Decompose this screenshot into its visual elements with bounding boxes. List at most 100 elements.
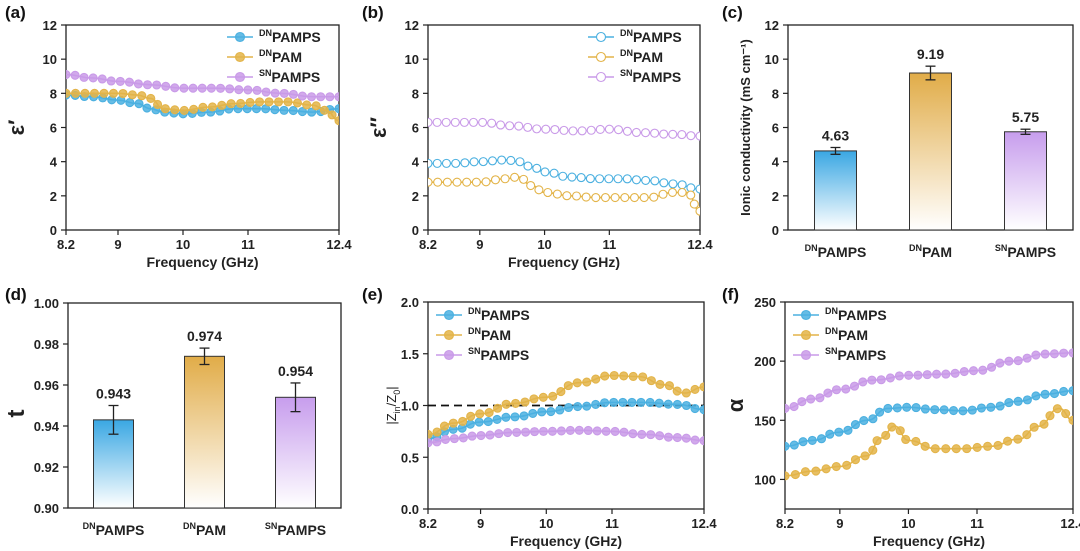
x-axis-label: Frequency (GHz) xyxy=(508,254,620,270)
series-marker xyxy=(532,163,542,173)
legend-label: DNPAM xyxy=(259,48,302,65)
x-tick-label: 11 xyxy=(241,237,255,252)
series-marker xyxy=(604,174,614,184)
series-marker xyxy=(619,371,629,381)
series-marker xyxy=(995,401,1005,411)
series-marker xyxy=(655,379,665,389)
series-marker xyxy=(245,97,255,108)
series-marker xyxy=(668,179,678,189)
series-marker xyxy=(650,128,660,138)
series-marker xyxy=(811,466,821,476)
series-marker xyxy=(534,185,544,195)
y-tick-label: 1.5 xyxy=(401,347,419,362)
series-marker xyxy=(892,403,902,413)
series-marker xyxy=(610,192,620,203)
y-axis-label: ε″ xyxy=(366,117,391,138)
series-marker xyxy=(189,104,199,114)
series-marker xyxy=(442,177,452,187)
x-tick-label: 10 xyxy=(539,516,553,531)
series-marker xyxy=(699,382,704,392)
series-marker xyxy=(462,177,472,187)
chart-panel-4: (d) 0.90 0.92 0.94 0.96 0.98 1.00 t 0.943 DNPAMPS… xyxy=(3,285,342,538)
y-tick-label: 10 xyxy=(765,52,779,67)
series-marker xyxy=(904,370,914,380)
series-marker xyxy=(618,397,628,407)
series-marker xyxy=(876,375,886,385)
series-marker xyxy=(1003,436,1013,446)
series-marker xyxy=(967,405,977,415)
series-marker xyxy=(699,405,704,415)
series-marker xyxy=(699,436,704,446)
series-marker xyxy=(686,190,696,200)
series-marker xyxy=(986,402,996,412)
y-tick-label: 2 xyxy=(412,189,419,204)
legend-marker xyxy=(595,31,607,43)
series-marker xyxy=(306,92,317,102)
y-tick-label: 8 xyxy=(772,86,779,101)
y-tick-label: 0.92 xyxy=(34,460,59,475)
legend-marker xyxy=(443,309,455,321)
series-marker xyxy=(519,411,529,421)
x-axis-label: Frequency (GHz) xyxy=(510,533,622,549)
series-marker xyxy=(133,79,143,89)
series-marker xyxy=(568,126,578,136)
series-purple xyxy=(428,425,704,448)
x-tick-label: 9 xyxy=(836,516,843,531)
series-marker xyxy=(558,171,568,181)
series-marker xyxy=(785,403,790,414)
series-marker xyxy=(302,100,312,110)
series-marker xyxy=(428,177,433,187)
series-marker xyxy=(595,124,605,134)
series-marker xyxy=(631,175,642,185)
chart-panel-3: (c) 0 2 4 6 8 10 12 Ionic conductivity (mS cm⁻¹)… xyxy=(722,3,1074,260)
series-marker xyxy=(466,411,476,421)
series-marker xyxy=(785,441,790,451)
series-marker xyxy=(556,387,566,397)
series-marker xyxy=(197,83,207,93)
series-marker xyxy=(467,431,477,441)
series-marker xyxy=(672,433,682,443)
series-marker xyxy=(1039,419,1049,429)
series-marker xyxy=(99,88,109,98)
series-purple xyxy=(428,117,700,141)
series-marker xyxy=(450,117,460,127)
series-marker xyxy=(941,444,951,454)
series-marker xyxy=(939,405,949,415)
series-marker xyxy=(234,85,244,95)
panel-label: (a) xyxy=(5,3,26,22)
series-marker xyxy=(785,471,790,481)
series-marker xyxy=(875,407,885,417)
series-marker xyxy=(125,98,135,108)
category-label: DNPAM xyxy=(909,243,952,260)
y-tick-label: 2 xyxy=(772,189,779,204)
legend: DNPAMPS DNPAM SNPAMPS xyxy=(227,28,321,85)
series-marker xyxy=(108,88,119,98)
panel-label: (f) xyxy=(722,285,739,304)
series-marker xyxy=(490,175,501,185)
series-marker xyxy=(1059,348,1069,358)
series-marker xyxy=(432,117,442,127)
series-marker xyxy=(476,430,486,441)
x-tick-label: 8.2 xyxy=(419,516,437,531)
legend-label: DNPAMPS xyxy=(468,306,530,323)
series-marker xyxy=(983,441,993,451)
bar xyxy=(275,396,316,509)
series-marker xyxy=(559,125,569,135)
series-marker xyxy=(449,434,459,444)
series-marker xyxy=(571,191,582,201)
series-marker xyxy=(872,436,882,446)
x-axis-label: Frequency (GHz) xyxy=(146,254,258,270)
y-tick-label: 150 xyxy=(754,413,776,428)
x-tick-label: 9 xyxy=(477,516,484,531)
series-marker xyxy=(80,88,90,98)
series-marker xyxy=(441,158,452,168)
series-marker xyxy=(689,199,699,209)
legend-label: DNPAMPS xyxy=(259,28,321,45)
series-marker xyxy=(549,168,559,178)
y-tick-label: 6 xyxy=(412,121,419,136)
series-marker xyxy=(815,393,825,403)
series-marker xyxy=(550,124,560,135)
series-marker xyxy=(493,403,503,413)
series-marker xyxy=(1059,386,1069,397)
series-marker xyxy=(106,76,116,86)
